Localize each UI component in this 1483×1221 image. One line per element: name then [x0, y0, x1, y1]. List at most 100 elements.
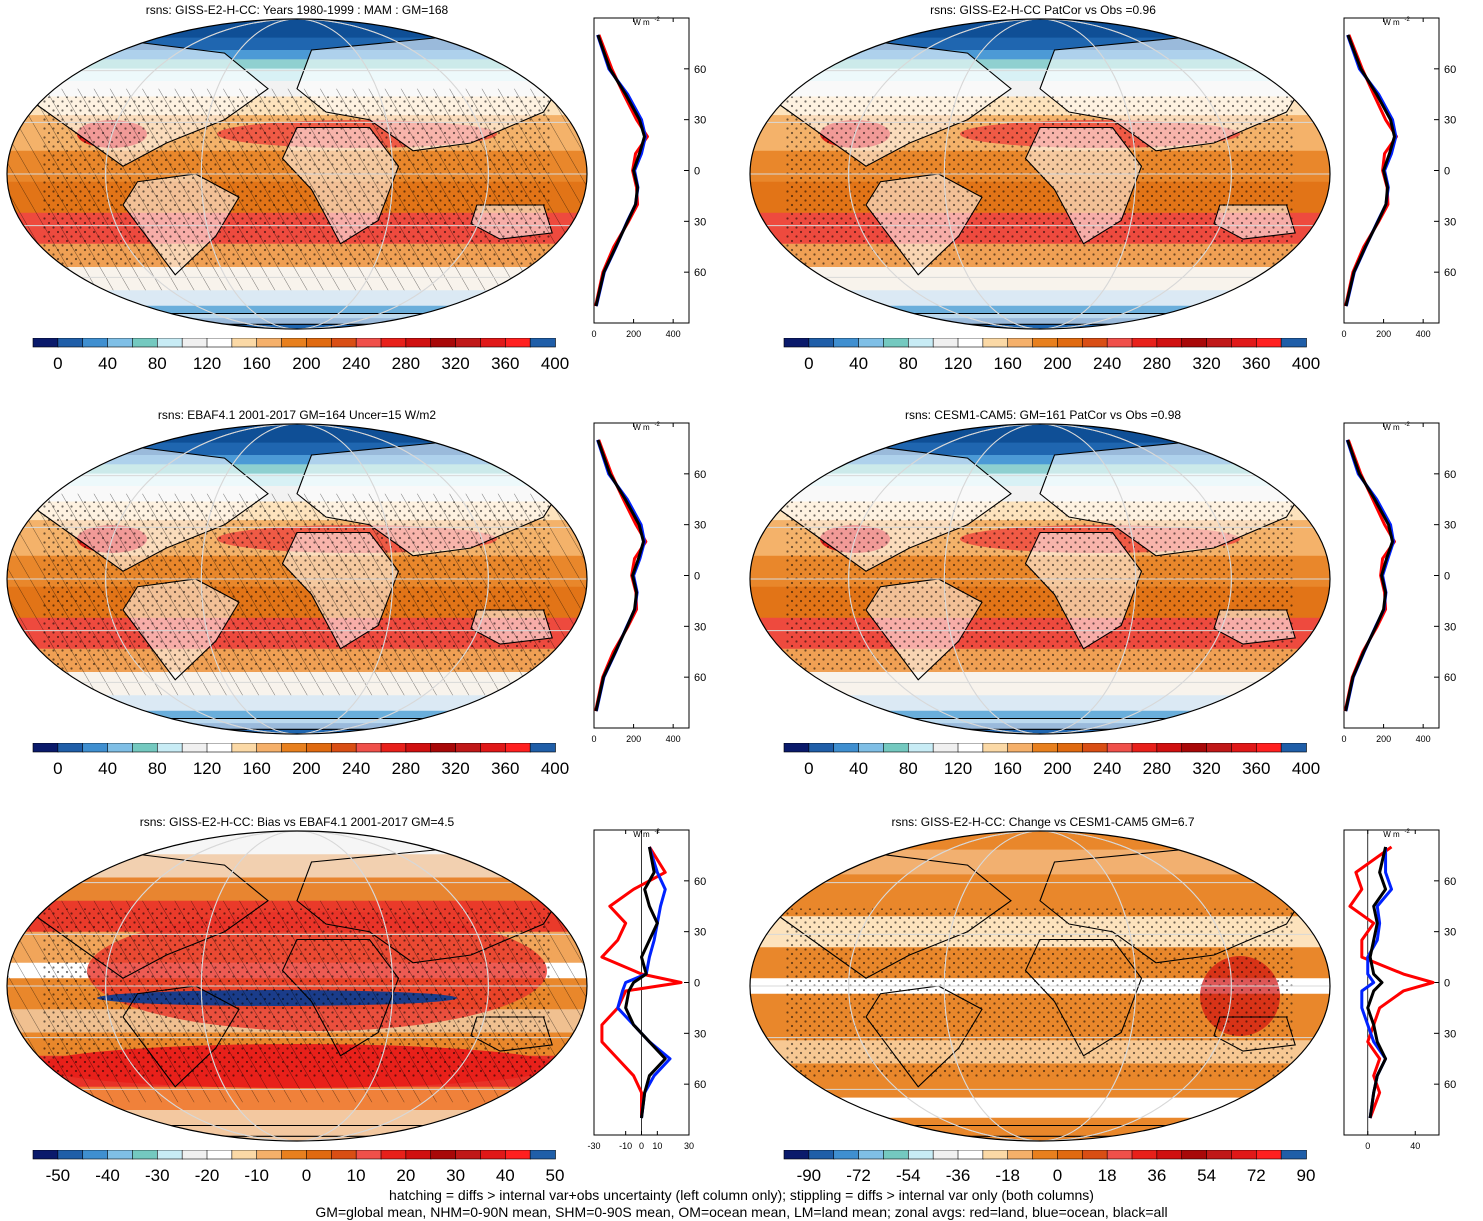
colorbar-label: -36 [946, 1166, 971, 1185]
graticule-longitude [105, 831, 489, 1141]
colorbar-swatch [833, 338, 860, 348]
colorbar-swatch [833, 1150, 860, 1160]
colorbar-label: 90 [1297, 1166, 1316, 1185]
colorbar-swatch [907, 338, 934, 348]
colorbar-label: 40 [496, 1166, 515, 1185]
zonal-unit-sup: -2 [1405, 17, 1411, 23]
colorbar-label: 10 [347, 1166, 366, 1185]
colorbar-swatch [330, 1150, 357, 1160]
colorbar-label: 200 [1043, 354, 1071, 373]
colorbar-swatch [430, 1150, 457, 1160]
colorbar-swatch [132, 1150, 159, 1160]
colorbar-swatch [107, 743, 134, 753]
latitude-band [7, 695, 587, 712]
colorbar-swatch [1181, 743, 1208, 753]
latitude-band [750, 59, 1330, 70]
lat-tick-label: 30N [1444, 927, 1456, 939]
colorbar-swatch [833, 743, 860, 753]
lat-tick-label: 0 [1444, 166, 1450, 178]
colorbar-swatch [1131, 743, 1158, 753]
colorbar-swatch [32, 338, 59, 348]
panel-title: rsns: EBAF4.1 2001-2017 GM=164 Uncer=15 … [157, 408, 437, 422]
colorbar-label: 120 [944, 354, 972, 373]
latitude-band [750, 50, 1330, 61]
lat-tick-label: 30S [694, 216, 706, 228]
colorbar-label: 360 [1242, 759, 1270, 778]
colorbar-swatch [32, 743, 59, 753]
colorbar-swatch [206, 743, 233, 753]
colorbar-swatch [1206, 338, 1233, 348]
colorbar-swatch [858, 1150, 885, 1160]
colorbar-swatch [1032, 338, 1059, 348]
colorbar-swatch [156, 1150, 183, 1160]
colorbar-swatch [206, 338, 233, 348]
latitude-band [750, 424, 1330, 444]
map-border [6, 423, 588, 735]
colorbar-swatch [858, 338, 885, 348]
colorbar-swatch [504, 743, 531, 753]
graticule-longitude [105, 19, 489, 329]
latitude-band [7, 50, 587, 61]
colorbar-swatch [57, 743, 84, 753]
lat-tick-label: 30N [694, 115, 706, 127]
value-tick-label: 400 [666, 329, 681, 339]
colorbar-swatch [480, 1150, 507, 1160]
coastline [778, 717, 1302, 730]
colorbar-label: 160 [243, 759, 271, 778]
graticule-longitude [943, 424, 1137, 734]
colorbar: -90 -72 -54 -36 -18 0 18 36 54 72 90 [783, 1150, 1316, 1185]
zonal-unit-sup: -2 [1405, 422, 1411, 428]
zonal-mean-plot: W m -2 60N 30N 0 30S 60S 0 200 400 [591, 422, 706, 744]
colorbar-swatch [1032, 743, 1059, 753]
map-fill [750, 19, 1330, 329]
value-tick-label: 30 [684, 1141, 694, 1151]
colorbar-label: 280 [1143, 354, 1171, 373]
colorbar-swatch [430, 338, 457, 348]
colorbar-label: 80 [899, 759, 918, 778]
latitude-band [750, 267, 1330, 292]
map-plot [6, 18, 588, 330]
colorbar-swatch [231, 1150, 258, 1160]
colorbar-swatch [932, 1150, 959, 1160]
colorbar: 0 40 80 120 160 200 240 280 320 360 400 [32, 743, 569, 778]
zonal-unit-label: W m [1383, 18, 1400, 27]
colorbar-swatch [256, 743, 283, 753]
lat-tick-label: 30N [694, 520, 706, 532]
footer-notes: hatching = diffs > internal var+obs unce… [0, 1187, 1483, 1221]
colorbar-label: 400 [541, 354, 569, 373]
colorbar-label: 400 [1292, 354, 1320, 373]
stippling-overlay [785, 96, 1295, 267]
colorbar-swatch [883, 338, 910, 348]
colorbar-swatch [32, 1150, 59, 1160]
graticule-longitude [848, 19, 1232, 329]
graticule-longitude [848, 424, 1232, 734]
colorbar-label: -30 [145, 1166, 170, 1185]
colorbar-swatch [808, 338, 835, 348]
colorbar-swatch [883, 1150, 910, 1160]
colorbar-label: 72 [1247, 1166, 1266, 1185]
latitude-band [7, 19, 587, 39]
colorbar-label: 0 [53, 354, 62, 373]
panel-4: rsns: CESM1-CAM5: GM=161 PatCor vs Obs =… [743, 405, 1483, 810]
colorbar-label: 40 [98, 759, 117, 778]
stippling-overlay [42, 908, 552, 1079]
colorbar-swatch [231, 743, 258, 753]
zonal-unit-sup: -2 [1405, 829, 1411, 835]
colorbar-label: -54 [896, 1166, 921, 1185]
colorbar-swatch [455, 743, 482, 753]
colorbar-label: -18 [995, 1166, 1020, 1185]
colorbar-swatch [57, 1150, 84, 1160]
zonal-unit-label: W m [1383, 423, 1400, 432]
colorbar-swatch [1057, 743, 1084, 753]
lat-tick-label: 30N [1444, 115, 1456, 127]
colorbar-label: 50 [546, 1166, 565, 1185]
colorbar-swatch [256, 338, 283, 348]
colorbar-swatch [1081, 338, 1108, 348]
colorbar-swatch [57, 338, 84, 348]
latitude-band [750, 455, 1330, 466]
stippling-overlay [42, 96, 552, 267]
colorbar-swatch [858, 743, 885, 753]
zonal-unit-label: W m [633, 423, 650, 432]
latitude-band [7, 37, 587, 51]
colorbar-swatch [82, 1150, 109, 1160]
